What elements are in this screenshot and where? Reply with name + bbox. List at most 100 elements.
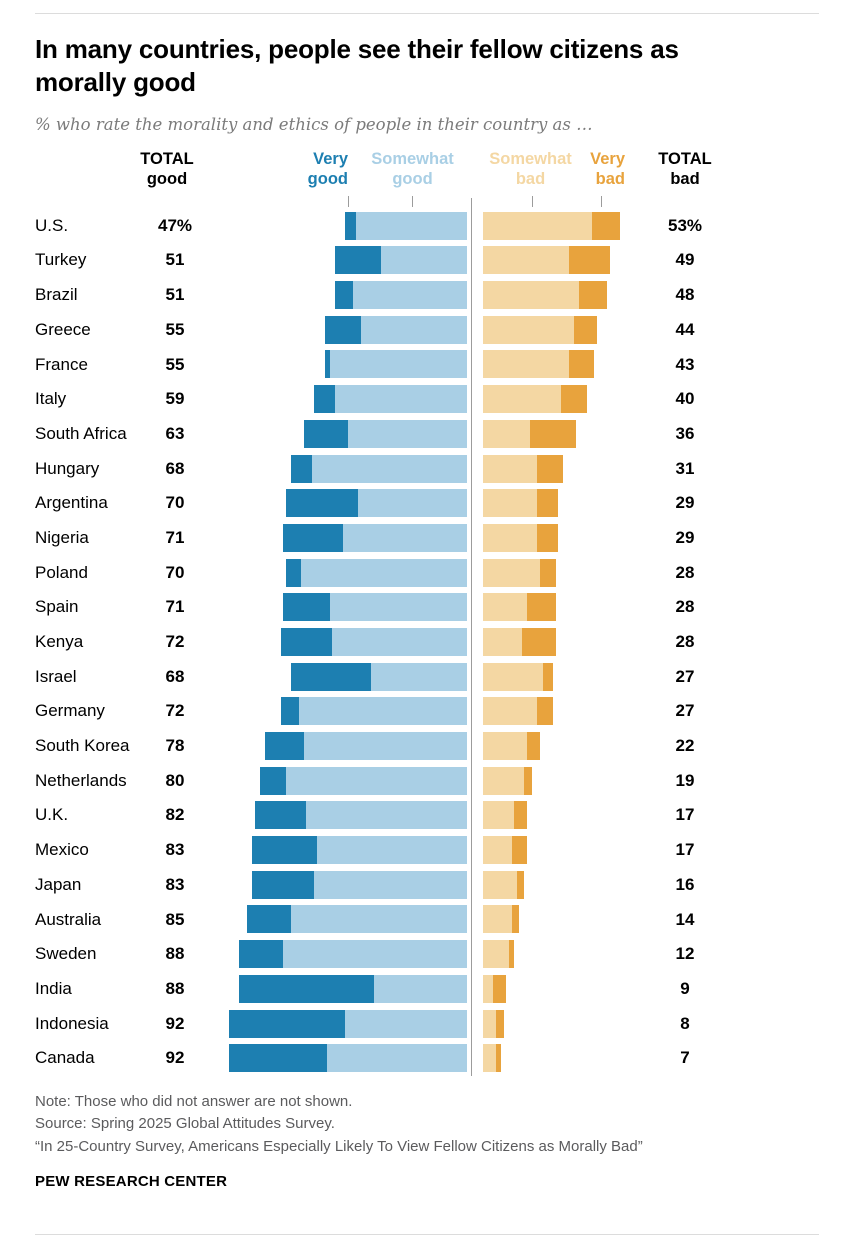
good-bar <box>285 489 467 518</box>
very-good-segment <box>228 1044 328 1073</box>
legend-very-bad: Very bad <box>590 150 625 189</box>
bad-bar <box>483 836 527 865</box>
very-bad-segment <box>542 662 553 691</box>
total-good-value: 83 <box>165 874 185 894</box>
total-good-value: 92 <box>165 1048 185 1068</box>
bad-bar <box>483 662 553 691</box>
country-label: South Korea <box>35 736 130 756</box>
country-row: Brazil 51 48 <box>35 278 819 313</box>
very-bad-segment <box>493 974 507 1003</box>
very-bad-segment <box>508 940 515 969</box>
country-row: South Africa 63 36 <box>35 417 819 452</box>
legend-tick-very-good <box>348 196 349 208</box>
very-good-segment <box>345 211 356 240</box>
country-row: Turkey 51 49 <box>35 243 819 278</box>
bad-bar <box>483 419 577 448</box>
total-good-value: 80 <box>165 770 185 790</box>
country-label: Sweden <box>35 944 97 964</box>
bad-bar <box>483 1044 502 1073</box>
good-bar <box>314 385 467 414</box>
country-label: Germany <box>35 701 105 721</box>
country-row: Italy 59 40 <box>35 382 819 417</box>
bad-bar <box>483 1009 504 1038</box>
bad-bar <box>483 558 556 587</box>
very-bad-segment <box>521 627 556 656</box>
total-good-value: 51 <box>165 285 185 305</box>
somewhat-good-segment <box>332 627 467 656</box>
chart-rows: U.S. 47% 53% Turkey 51 49 Brazil 51 48 Greece 55 44… <box>35 198 819 1076</box>
total-bad-value: 7 <box>680 1048 690 1068</box>
total-bad-value: 28 <box>675 632 695 651</box>
bad-bar <box>483 940 515 969</box>
total-good-value: 55 <box>165 319 185 339</box>
good-bar <box>280 697 467 726</box>
very-good-segment <box>259 766 286 795</box>
country-label: Italy <box>35 389 67 409</box>
very-bad-segment <box>568 350 595 379</box>
total-good-value: 71 <box>165 597 185 617</box>
page: In many countries, people see their fell… <box>0 13 854 1249</box>
somewhat-good-segment <box>358 489 467 518</box>
legend-tick-somewhat-bad <box>532 196 533 208</box>
country-row: Kenya 72 28 <box>35 625 819 660</box>
very-bad-segment <box>495 1009 504 1038</box>
somewhat-bad-segment <box>483 974 494 1003</box>
country-row: Sweden 88 12 <box>35 937 819 972</box>
very-bad-segment <box>527 732 540 761</box>
somewhat-good-segment <box>345 1009 467 1038</box>
somewhat-good-segment <box>381 246 467 275</box>
very-good-segment <box>290 454 312 483</box>
bad-bar <box>483 315 597 344</box>
country-row: Japan 83 16 <box>35 867 819 902</box>
report-title-line: “In 25-Country Survey, Americans Especia… <box>35 1137 643 1155</box>
country-row: Indonesia 92 8 <box>35 1006 819 1041</box>
total-good-value: 72 <box>165 632 185 651</box>
good-bar <box>239 940 467 969</box>
somewhat-good-segment <box>290 905 467 934</box>
somewhat-good-segment <box>301 558 467 587</box>
bad-bar <box>483 697 553 726</box>
very-bad-segment <box>529 419 577 448</box>
somewhat-good-segment <box>303 732 467 761</box>
somewhat-good-segment <box>298 697 467 726</box>
somewhat-good-segment <box>283 940 467 969</box>
good-bar <box>324 315 467 344</box>
country-row: Poland 70 28 <box>35 555 819 590</box>
total-good-value: 63 <box>165 423 185 443</box>
good-bar <box>283 523 467 552</box>
somewhat-bad-segment <box>483 281 579 310</box>
total-good-value: 72 <box>165 701 185 721</box>
very-bad-segment <box>591 211 621 240</box>
bad-bar <box>483 627 556 656</box>
very-good-segment <box>252 836 317 865</box>
total-bad-value: 19 <box>675 770 695 790</box>
total-good-value: 85 <box>165 909 185 929</box>
country-row: Hungary 68 31 <box>35 451 819 486</box>
country-row: India 88 9 <box>35 972 819 1007</box>
very-good-segment <box>280 697 299 726</box>
very-good-segment <box>246 905 291 934</box>
bad-bar <box>483 974 507 1003</box>
very-bad-segment <box>560 385 587 414</box>
bad-bar <box>483 385 587 414</box>
somewhat-bad-segment <box>483 419 530 448</box>
chart: TOTAL good Very good Somewhat good Somew… <box>35 148 819 1076</box>
total-bad-value: 29 <box>675 493 695 513</box>
somewhat-bad-segment <box>483 593 527 622</box>
somewhat-good-segment <box>360 315 467 344</box>
very-bad-segment <box>568 246 610 275</box>
somewhat-good-segment <box>347 419 467 448</box>
total-bad-value: 43 <box>675 354 695 374</box>
country-label: Hungary <box>35 458 100 478</box>
very-bad-segment <box>540 558 556 587</box>
country-row: Nigeria 71 29 <box>35 521 819 556</box>
good-bar <box>290 662 467 691</box>
country-label: U.K. <box>35 805 69 825</box>
very-good-segment <box>265 732 304 761</box>
total-good-value: 71 <box>165 527 185 547</box>
total-bad-value: 14 <box>675 909 695 929</box>
somewhat-bad-segment <box>483 1044 496 1073</box>
somewhat-good-segment <box>316 836 467 865</box>
country-label: South Africa <box>35 423 127 443</box>
total-bad-value: 27 <box>675 666 695 686</box>
